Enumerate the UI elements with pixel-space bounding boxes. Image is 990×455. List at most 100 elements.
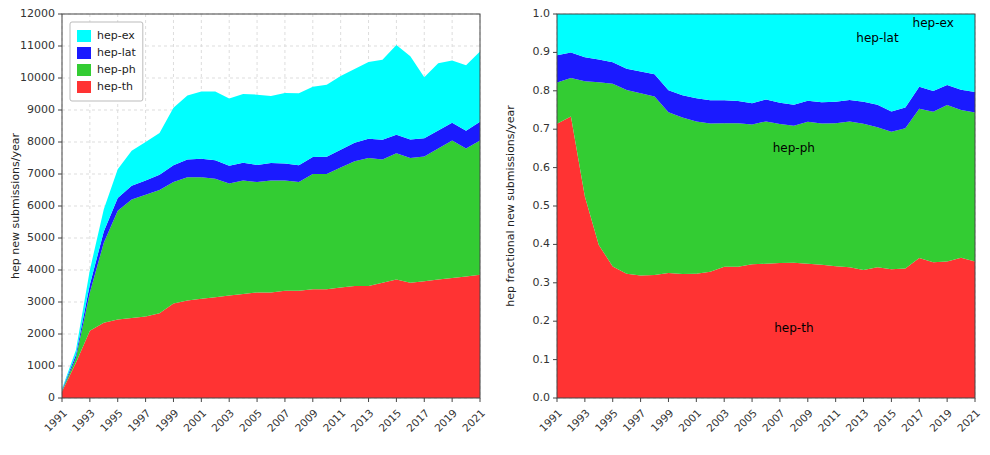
tick <box>257 398 258 402</box>
tick <box>89 398 90 402</box>
plot-frame <box>62 14 480 398</box>
tick <box>724 398 725 402</box>
tick <box>919 398 920 402</box>
tick <box>553 14 557 15</box>
tick-label: 2003 <box>704 407 731 434</box>
tick <box>340 398 341 402</box>
plot-background <box>557 14 975 398</box>
plot-frame <box>557 14 975 398</box>
tick <box>553 282 557 283</box>
tick-label: 12000 <box>20 7 55 20</box>
tick <box>58 366 62 367</box>
legend-label: hep-lat <box>97 46 136 59</box>
legend-swatch <box>77 64 91 76</box>
tick-label: 1995 <box>592 407 619 434</box>
annotation: hep-ex <box>913 16 954 30</box>
tick-label: 0.2 <box>533 314 551 327</box>
tick <box>312 398 313 402</box>
tick-label: 0 <box>48 391 55 404</box>
annotation: hep-th <box>774 321 813 335</box>
tick-label: 2005 <box>732 407 759 434</box>
tick <box>975 398 976 402</box>
panel: 0100020003000400050006000700080009000100… <box>9 7 487 434</box>
tick <box>145 398 146 402</box>
tick-label: 2007 <box>265 407 292 434</box>
tick-label: 2013 <box>843 407 870 434</box>
tick-label: 6000 <box>27 199 55 212</box>
tick-label: 2015 <box>871 407 898 434</box>
tick-label: 1999 <box>153 407 180 434</box>
tick-label: 1.0 <box>533 7 551 20</box>
figure: 0100020003000400050006000700080009000100… <box>0 0 990 455</box>
legend-label: hep-th <box>97 80 133 93</box>
tick <box>668 398 669 402</box>
tick <box>557 398 558 402</box>
legend-label: hep-ex <box>97 29 135 42</box>
tick <box>452 398 453 402</box>
tick <box>863 398 864 402</box>
tick <box>752 398 753 402</box>
panel: 0.00.10.20.30.40.50.60.70.80.91.01991199… <box>504 7 982 434</box>
tick <box>229 398 230 402</box>
tick-label: 2000 <box>27 327 55 340</box>
tick-label: 0.9 <box>533 45 551 58</box>
tick-label: 1993 <box>565 407 592 434</box>
tick-label: 0.4 <box>533 237 551 250</box>
tick <box>584 398 585 402</box>
tick-label: 7000 <box>27 167 55 180</box>
tick <box>553 359 557 360</box>
tick-label: 0.1 <box>533 353 551 366</box>
tick-label: 0.7 <box>533 122 551 135</box>
tick-label: 1997 <box>125 407 152 434</box>
tick <box>553 244 557 245</box>
tick-label: 2019 <box>432 407 459 434</box>
tick <box>58 46 62 47</box>
tick <box>779 398 780 402</box>
tick-label: 5000 <box>27 231 55 244</box>
tick-label: 2001 <box>181 407 208 434</box>
tick <box>891 398 892 402</box>
tick <box>807 398 808 402</box>
tick <box>553 129 557 130</box>
tick-label: 2009 <box>292 407 319 434</box>
tick-label: 9000 <box>27 103 55 116</box>
tick-label: 0.5 <box>533 199 551 212</box>
tick <box>58 174 62 175</box>
tick-label: 0.0 <box>533 391 551 404</box>
tick <box>62 398 63 402</box>
tick <box>117 398 118 402</box>
tick <box>58 110 62 111</box>
tick-label: 1991 <box>42 407 69 434</box>
tick-label: 1991 <box>537 407 564 434</box>
tick-label: 2009 <box>787 407 814 434</box>
tick-label: 1997 <box>620 407 647 434</box>
tick <box>58 334 62 335</box>
area <box>557 14 975 111</box>
tick <box>58 398 62 399</box>
annotation: hep-lat <box>856 31 899 45</box>
tick <box>58 14 62 15</box>
tick <box>396 398 397 402</box>
legend: hep-exhep-lathep-phhep-th <box>70 22 143 101</box>
tick <box>696 398 697 402</box>
tick <box>173 398 174 402</box>
tick-label: 0.3 <box>533 276 551 289</box>
tick <box>612 398 613 402</box>
axis-label: hep fractional new submissions/year <box>504 105 517 307</box>
tick <box>480 398 481 402</box>
tick-label: 2011 <box>815 407 842 434</box>
tick-label: 2007 <box>760 407 787 434</box>
tick <box>553 90 557 91</box>
tick-label: 0.8 <box>533 84 551 97</box>
tick-label: 3000 <box>27 295 55 308</box>
tick <box>424 398 425 402</box>
tick-label: 11000 <box>20 39 55 52</box>
axis-label: hep new submissions/year <box>9 132 22 279</box>
tick <box>553 52 557 53</box>
legend-swatch <box>77 47 91 59</box>
tick <box>58 142 62 143</box>
tick <box>58 238 62 239</box>
tick-label: 0.6 <box>533 161 551 174</box>
tick-label: 8000 <box>27 135 55 148</box>
areas <box>557 14 975 398</box>
